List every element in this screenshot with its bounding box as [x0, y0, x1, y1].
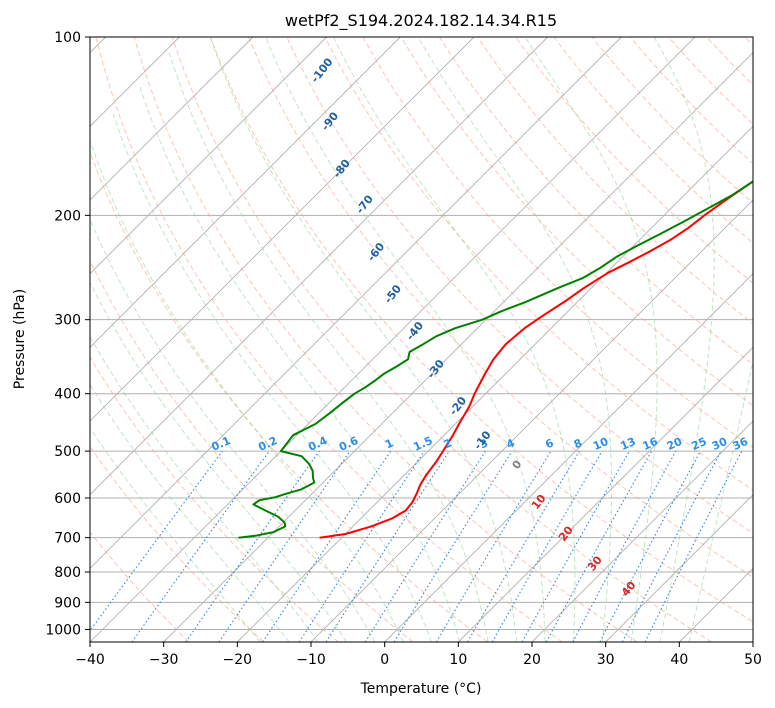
x-tick-label: 10: [449, 652, 467, 668]
isotherm-line: [90, 37, 254, 201]
moist-adiabat-line: [112, 114, 432, 642]
y-tick-label: 500: [54, 444, 81, 460]
y-tick-label: 1000: [45, 622, 81, 638]
mixing-ratio-line: [393, 450, 513, 642]
mixing-ratio-line: [131, 450, 270, 642]
dewpoint-profile-line: [238, 180, 753, 539]
y-axis-label: Pressure (hPa): [12, 289, 28, 389]
mixing-ratio-line: [521, 450, 630, 642]
moist-adiabat-line: [265, 37, 546, 642]
isotherm-line: [90, 37, 475, 422]
mixing-ratio-line: [90, 450, 223, 632]
chart-title: wetPf2_S194.2024.182.14.34.R15: [285, 11, 557, 31]
mixing-ratio-label: 20: [665, 435, 685, 453]
moist-adiabat-line: [167, 49, 489, 642]
y-tick-label: 200: [54, 208, 81, 224]
moist-adiabat-line: [524, 37, 658, 642]
x-tick-label: −40: [75, 652, 105, 668]
mixing-ratio-label: 25: [689, 435, 708, 453]
isotherm-line: [90, 37, 622, 569]
x-tick-label: 40: [670, 652, 688, 668]
mixing-ratio-label: 13: [618, 435, 637, 453]
moist-adiabat-line: [417, 37, 613, 642]
axes: −40 −30 −20 −10 0 10 20 30 40 50 1000 900 800 700 600 5…: [45, 30, 762, 668]
x-tick-label: −20: [223, 652, 253, 668]
x-tick-label: 50: [744, 652, 762, 668]
moist-adiabat-line: [90, 281, 347, 642]
mixing-ratio-line: [644, 450, 743, 642]
isotherm-line: [90, 37, 401, 348]
moist-adiabat-line: [209, 37, 517, 642]
isotherm-line: [605, 494, 753, 642]
x-tick-label: −10: [296, 652, 326, 668]
isotherm-line: [90, 37, 548, 496]
x-axis-label: Temperature (°C): [360, 681, 482, 697]
y-tick-label: 900: [54, 595, 81, 611]
moist-adiabat-line: [333, 37, 576, 642]
y-tick-label: 400: [54, 387, 81, 403]
dry-adiabat-line: [324, 37, 753, 491]
mixing-ratio-label: 36: [731, 435, 751, 453]
moist-adiabat-line: [90, 138, 404, 642]
mixing-ratio-line: [572, 450, 677, 642]
dry-adiabat-line: [248, 37, 753, 578]
moist-adiabat-line: [138, 83, 461, 642]
mixing-ratio-line: [185, 450, 320, 642]
plot-frame: [89, 36, 754, 643]
isotherm-line: [90, 37, 696, 642]
y-tick-label: 800: [54, 565, 81, 581]
isotherm-line: [163, 52, 753, 642]
dry-adiabat-line: [95, 37, 563, 642]
dry-adiabat-line: [90, 531, 190, 642]
isotherm-line: [237, 125, 753, 642]
dry-adiabat-line: [171, 37, 712, 642]
x-tick-label: −30: [149, 652, 179, 668]
mixing-ratio-line: [325, 450, 450, 642]
mixing-ratio-line: [262, 450, 392, 642]
isotherm-line: [90, 37, 327, 275]
temperature-profile-line: [319, 180, 753, 539]
isotherm-line: [384, 273, 753, 642]
mixing-ratio-label: 10: [591, 435, 611, 453]
mixing-ratio-label: 16: [641, 435, 661, 453]
dry-adiabat-line: [133, 37, 638, 642]
dry-adiabat-line: [90, 356, 339, 642]
plot-background: [90, 37, 753, 642]
isotherm-line: [531, 420, 753, 642]
dry-adiabat-line: [515, 37, 753, 284]
mixing-ratio-line: [298, 450, 425, 642]
dry-adiabat-line: [210, 37, 753, 623]
background-lines: [90, 37, 753, 642]
y-tick-label: 300: [54, 313, 81, 329]
profile-lines: [238, 180, 753, 539]
moist-adiabat-line: [688, 358, 753, 642]
isotherm-line: [458, 346, 753, 642]
x-tick-label: 30: [597, 652, 615, 668]
dry-adiabat-line: [400, 37, 753, 407]
y-tick-label: 700: [54, 531, 81, 547]
y-tick-label: 600: [54, 491, 81, 507]
y-tick-label: 100: [54, 30, 81, 46]
mixing-ratio-label: 30: [710, 435, 730, 453]
dry-adiabat-line: [438, 37, 753, 366]
moist-adiabat-line: [90, 427, 261, 642]
x-tick-label: 0: [380, 652, 389, 668]
dry-adiabat-line: [90, 259, 414, 642]
mixing-ratio-line: [545, 450, 653, 642]
dry-adiabat-line: [90, 445, 264, 642]
dry-adiabat-line: [90, 150, 488, 642]
mixing-ratio-line: [218, 450, 351, 642]
moist-adiabat-line: [653, 37, 715, 642]
x-tick-label: 20: [523, 652, 541, 668]
